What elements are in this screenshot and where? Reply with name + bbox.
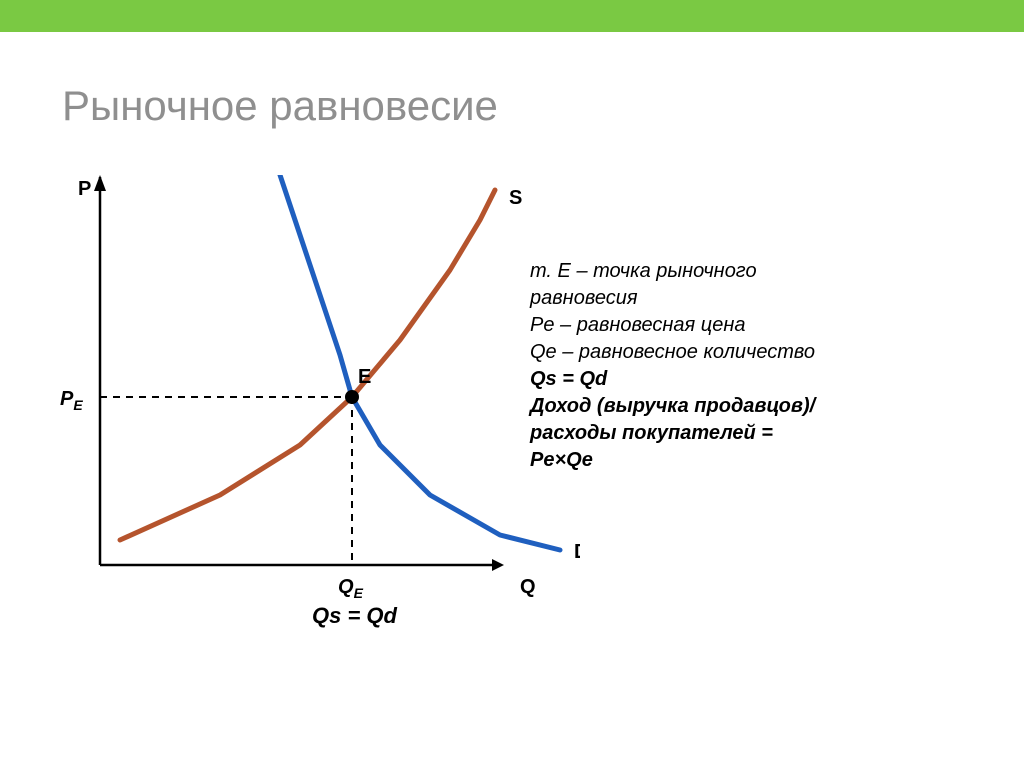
explanation-line: Доход (выручка продавцов)/ bbox=[530, 393, 815, 420]
svg-text:E: E bbox=[358, 366, 371, 388]
svg-text:Qs = Qd: Qs = Qd bbox=[312, 603, 398, 628]
explanation-line: т. Е – точка рыночного bbox=[530, 258, 815, 285]
svg-text:PE: PE bbox=[60, 388, 83, 413]
svg-text:S: S bbox=[509, 187, 522, 209]
svg-text:Q: Q bbox=[520, 576, 536, 598]
svg-text:QE: QE bbox=[338, 576, 364, 601]
explanation-text: т. Е – точка рыночногоравновесияPe – рав… bbox=[530, 258, 815, 474]
explanation-line: Qs = Qd bbox=[530, 366, 815, 393]
equilibrium-point bbox=[345, 390, 359, 404]
slide-title: Рыночное равновесие bbox=[62, 82, 498, 130]
equilibrium-chart: PQSDEPEQEQs = Qd bbox=[60, 175, 500, 705]
chart-svg: P Q S D E PE QEQs = Qd bbox=[60, 175, 580, 705]
slide: Рыночное равновесие PQSDEPEQEQs = Qd т. … bbox=[0, 0, 1024, 767]
top-accent-bar bbox=[0, 0, 1024, 32]
explanation-line: расходы покупателей = bbox=[530, 420, 815, 447]
svg-text:P: P bbox=[78, 178, 91, 200]
demand-curve bbox=[280, 175, 560, 550]
explanation-line: равновесия bbox=[530, 285, 815, 312]
explanation-line: Pe×Qe bbox=[530, 447, 815, 474]
explanation-line: Qe – равновесное количество bbox=[530, 339, 815, 366]
explanation-line: Pe – равновесная цена bbox=[530, 312, 815, 339]
svg-text:D: D bbox=[574, 541, 580, 563]
supply-curve bbox=[120, 190, 495, 540]
